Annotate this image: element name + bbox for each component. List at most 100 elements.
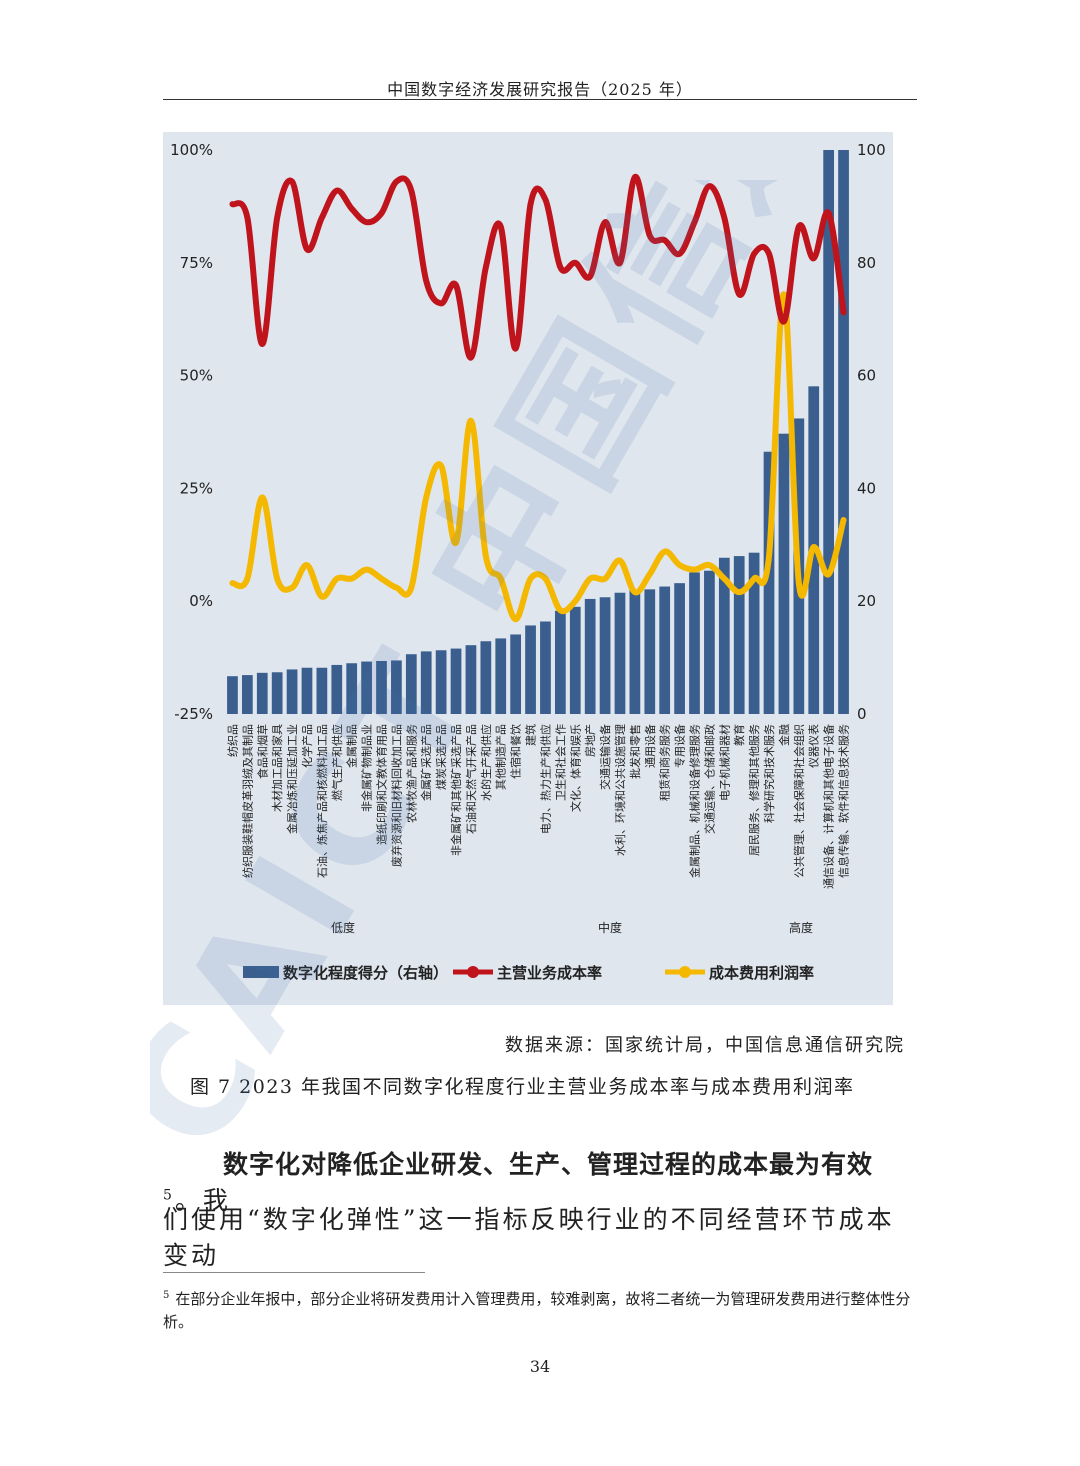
- group-label: 高度: [789, 920, 813, 935]
- category-label: 金融: [777, 724, 791, 746]
- series-point: [438, 300, 444, 306]
- bar: [376, 660, 387, 714]
- paragraph-2: 们使用“数字化弹性”这一指标反映行业的不同经营环节成本变动: [163, 1205, 895, 1270]
- series-point: [751, 576, 757, 582]
- series-point: [379, 576, 384, 582]
- series-point: [841, 309, 847, 315]
- category-label: 化学产品: [300, 724, 314, 768]
- right-tick-label: 100: [857, 141, 886, 159]
- series-point: [408, 188, 414, 194]
- bar: [718, 557, 730, 714]
- series-point: [542, 576, 548, 582]
- category-label: 石油、炼焦产品和核燃料加工品: [315, 724, 329, 878]
- category-label: 房地产: [583, 724, 597, 757]
- series-point: [736, 291, 742, 297]
- bar: [644, 589, 656, 714]
- bar: [569, 606, 581, 714]
- right-tick-label: 20: [857, 592, 876, 610]
- series-point: [513, 616, 519, 622]
- series-point: [364, 219, 370, 225]
- bar: [420, 651, 432, 714]
- category-label: 非金属矿和其他矿采选产品: [449, 724, 463, 856]
- paragraph-lead: 数字化对降低企业研发、生产、管理过程的成本最为有效: [223, 1150, 874, 1179]
- category-label: 燃气生产和供应: [330, 724, 344, 801]
- series-point: [408, 585, 414, 591]
- paragraph-1: 数字化对降低企业研发、生产、管理过程的成本最为有效 5。我: [163, 1145, 908, 1217]
- series-point: [453, 282, 459, 288]
- legend-marker-cost: [467, 966, 479, 978]
- series-point: [334, 188, 340, 194]
- series-point: [662, 549, 668, 555]
- bar: [599, 597, 611, 714]
- paragraph-tail: 。我: [174, 1186, 231, 1215]
- bar: [704, 570, 715, 714]
- series-point: [542, 197, 548, 203]
- group-label: 中度: [598, 920, 622, 935]
- series-point: [692, 567, 697, 573]
- category-label: 交通运输、仓储和邮政: [702, 724, 716, 834]
- category-label: 纺织品: [225, 724, 239, 757]
- category-label: 水利、环境和公共设施管理: [613, 724, 627, 856]
- series-point: [483, 553, 489, 559]
- bar: [763, 451, 775, 714]
- series-point: [468, 355, 474, 361]
- bar: [331, 664, 343, 714]
- series-point: [423, 494, 429, 500]
- bar: [748, 552, 760, 714]
- series-point: [393, 179, 399, 185]
- category-label: 科学研究和技术服务: [762, 724, 776, 823]
- bar: [554, 610, 566, 714]
- category-label: 石油和天然气开采产品: [464, 724, 478, 834]
- series-point: [319, 594, 325, 600]
- series-point: [319, 215, 325, 221]
- bar: [614, 592, 626, 714]
- bar: [465, 645, 477, 714]
- bar: [689, 572, 700, 714]
- category-label: 文化、体育和娱乐: [568, 724, 582, 812]
- series-point: [826, 571, 832, 577]
- footnote-text: 在部分企业年报中，部分企业将研发费用计入管理费用，较难剥离，故将二者统一为管理研…: [163, 1290, 911, 1331]
- series-point: [677, 251, 683, 257]
- series-point: [259, 341, 265, 347]
- category-label: 废弃资源和旧材料回收加工品: [389, 724, 403, 867]
- category-label: 水的生产和供应: [479, 724, 493, 801]
- series-point: [811, 544, 817, 550]
- series-point: [229, 580, 235, 586]
- bar: [584, 598, 596, 714]
- legend-marker-profit: [679, 966, 691, 978]
- bar: [629, 589, 641, 714]
- series-point: [811, 255, 817, 261]
- category-label: 建筑: [524, 724, 538, 746]
- series-point: [632, 174, 638, 180]
- category-label: 专用设备: [673, 724, 687, 768]
- bar: [540, 621, 551, 714]
- series-point: [706, 183, 712, 189]
- category-label: 造纸印刷和文教体育用品: [375, 724, 389, 845]
- series-point: [841, 517, 847, 523]
- series-point: [796, 580, 802, 586]
- series-point: [379, 210, 384, 216]
- series-point: [781, 318, 787, 324]
- left-tick-label: 0%: [189, 592, 213, 610]
- series-point: [304, 246, 310, 252]
- series-point: [751, 251, 757, 257]
- series-point: [632, 589, 638, 595]
- category-label: 纺织服装鞋帽皮革羽绒及其制品: [240, 724, 254, 878]
- category-label: 金属制品: [345, 724, 359, 768]
- series-point: [304, 562, 310, 568]
- category-label: 租赁和商务服务: [658, 724, 672, 801]
- series-point: [349, 576, 355, 582]
- bar: [241, 675, 253, 714]
- series-point: [483, 264, 489, 270]
- left-tick-label: 100%: [170, 141, 213, 159]
- bar: [525, 625, 536, 714]
- category-label: 交通运输设备: [598, 724, 612, 790]
- category-label: 公共管理、社会保障和社会组织: [792, 724, 806, 878]
- bar: [346, 663, 358, 714]
- series-point: [244, 576, 250, 582]
- category-label: 通用设备: [643, 724, 657, 768]
- bar: [510, 634, 522, 714]
- category-label: 批发和零售: [628, 724, 642, 779]
- series-point: [796, 224, 802, 230]
- legend-label: 主营业务成本率: [497, 964, 602, 982]
